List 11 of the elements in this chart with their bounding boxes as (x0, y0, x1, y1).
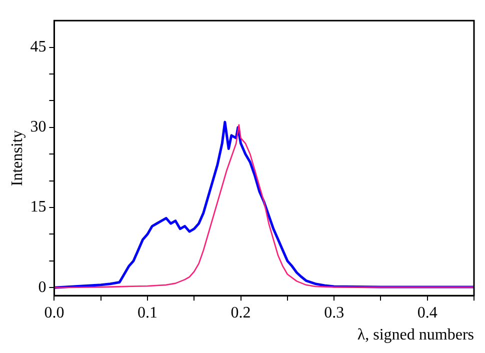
x-tick-label: 0.2 (230, 304, 251, 322)
y-axis-title: Intensity (8, 130, 26, 186)
x-tick-label: 0.1 (137, 304, 158, 322)
x-tick-label: 0.0 (44, 304, 64, 322)
x-tick-label: 0.4 (417, 304, 438, 322)
y-tick-label: 45 (30, 38, 46, 56)
x-axis-title: λ, signed numbers (357, 326, 474, 344)
x-tick-label: 0.3 (324, 304, 344, 322)
y-tick-label: 0 (38, 278, 46, 296)
y-tick-label: 15 (30, 198, 46, 216)
y-tick-label: 30 (30, 118, 46, 136)
